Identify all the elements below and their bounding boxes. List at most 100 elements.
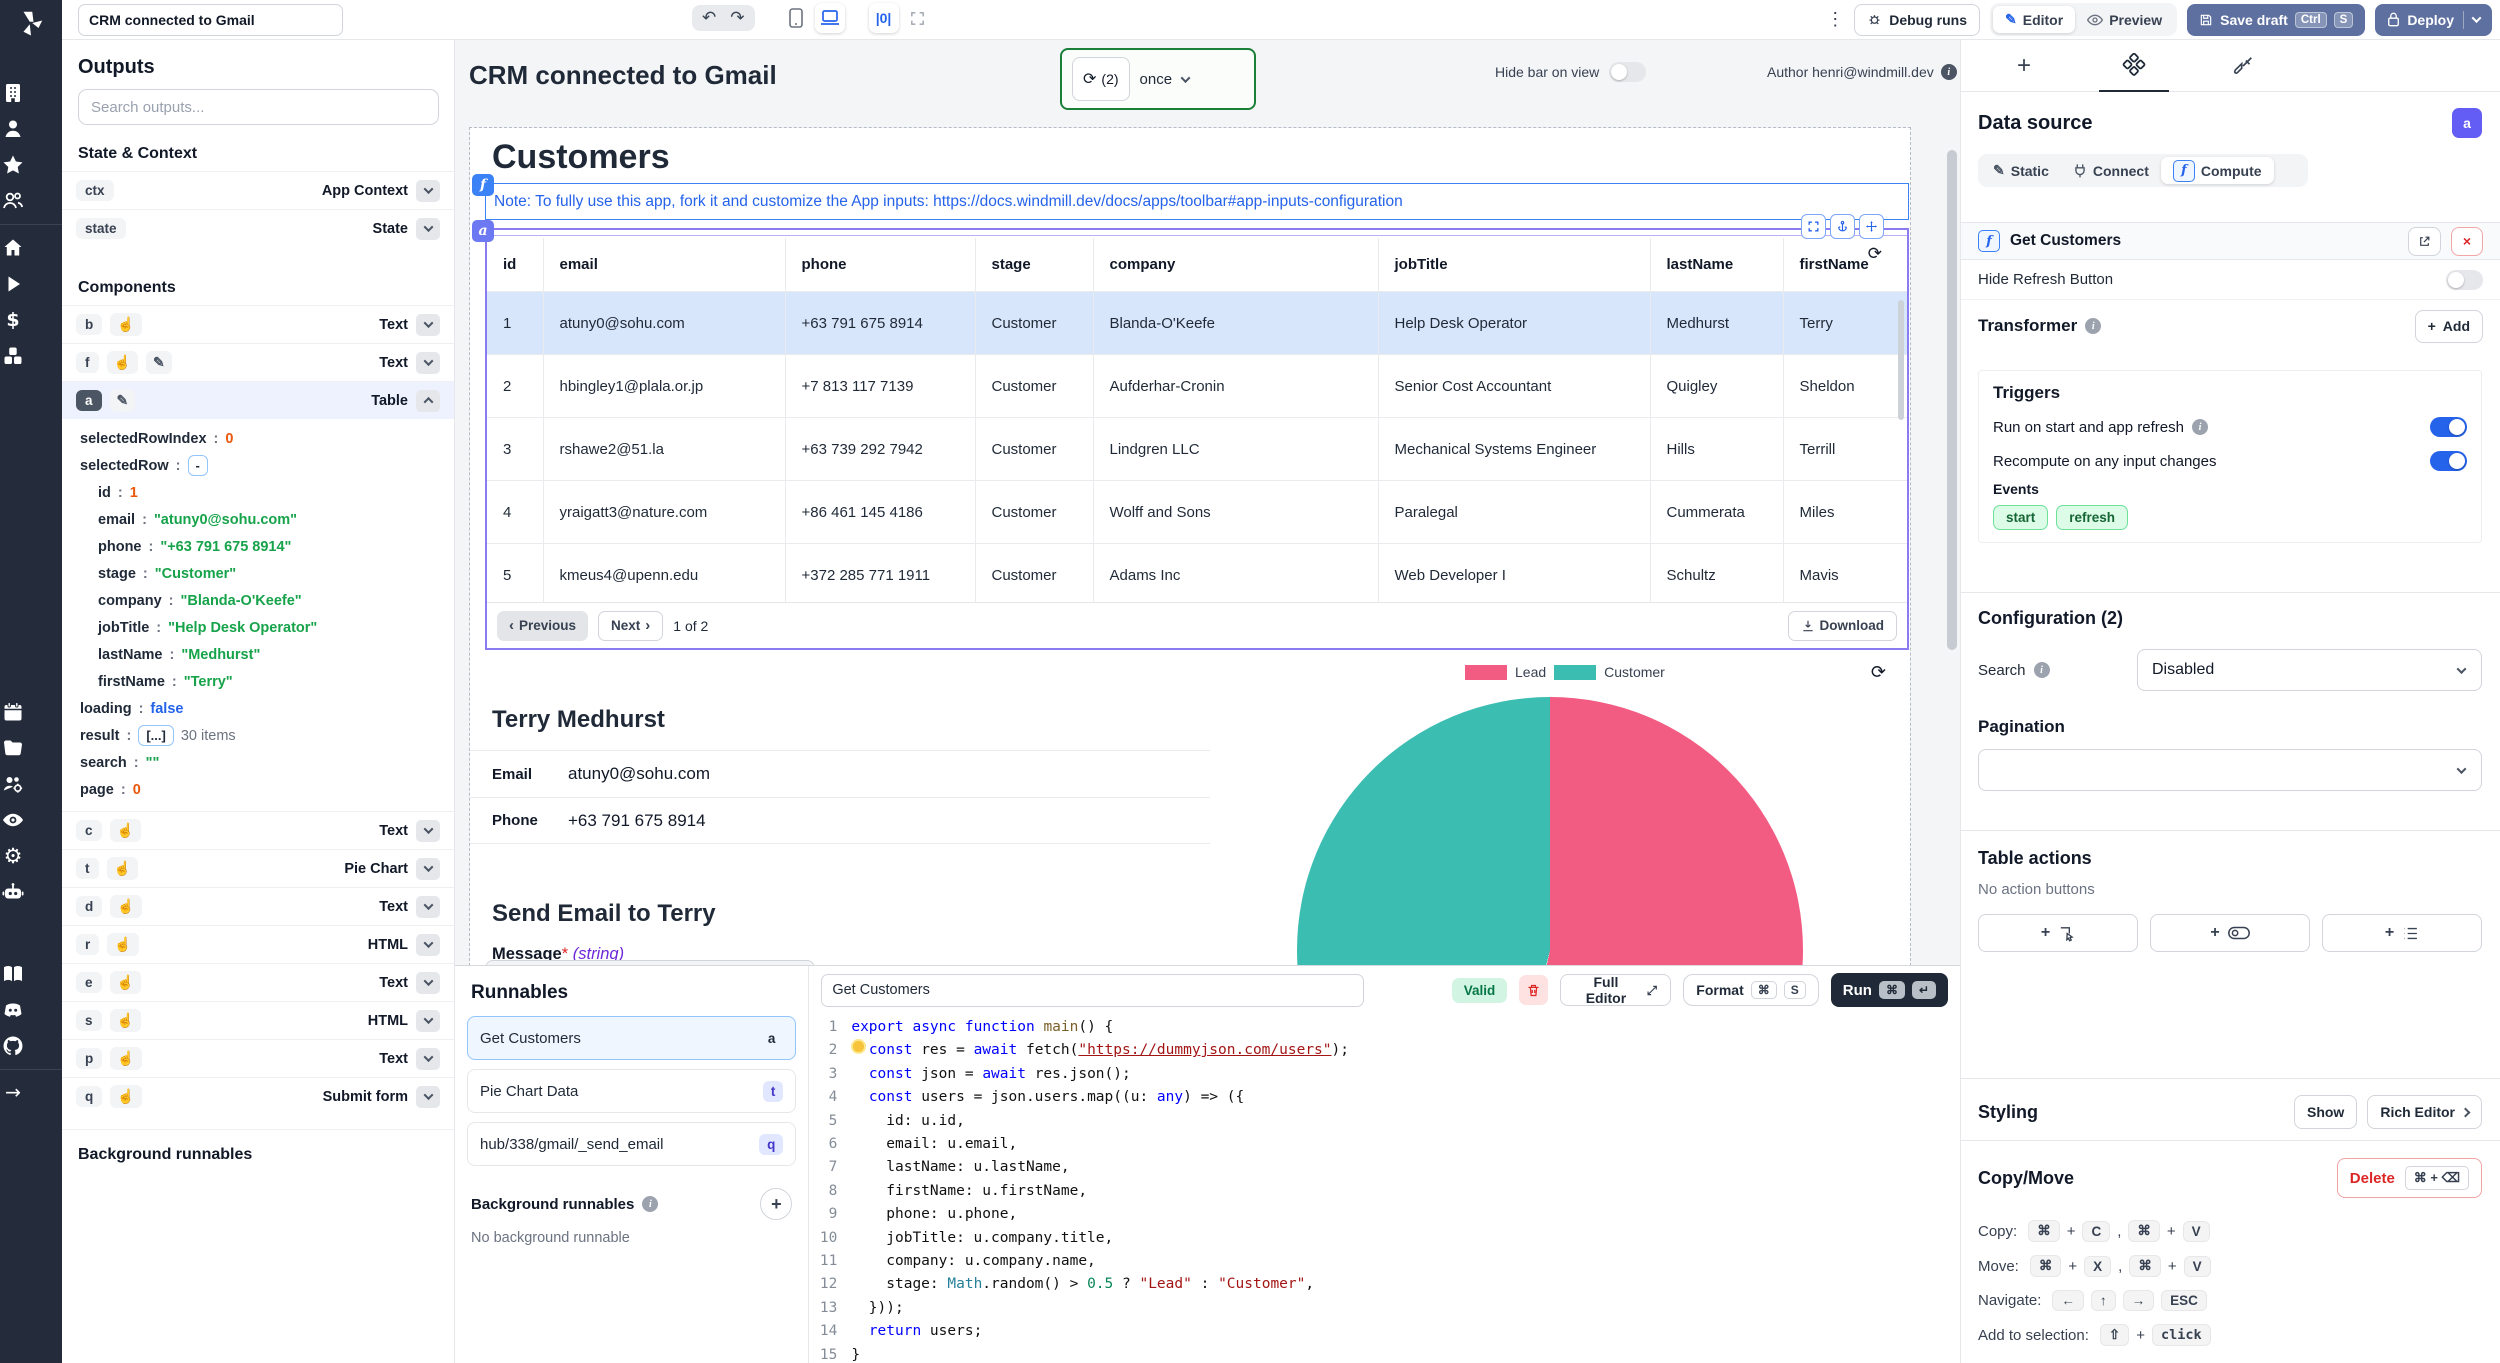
- component-item-p[interactable]: p ☝ Text: [62, 1039, 454, 1077]
- table-refresh-icon[interactable]: ⟳: [1867, 244, 1882, 263]
- chart-refresh-icon[interactable]: ⟳: [1870, 662, 1886, 682]
- background-runnables-info-icon[interactable]: i: [642, 1196, 659, 1212]
- insert-component-tab[interactable]: +: [2016, 51, 2031, 79]
- add-transformer-button[interactable]: + Add: [2414, 309, 2483, 343]
- open-runnable-button[interactable]: [2407, 226, 2441, 256]
- component-item-a[interactable]: a ✎ Table: [62, 381, 454, 419]
- tab-editor[interactable]: ✎ Editor: [1993, 6, 2076, 33]
- pagination-select[interactable]: [1978, 749, 2482, 791]
- redo-icon[interactable]: ↷: [730, 8, 745, 27]
- info-icon[interactable]: i: [2191, 419, 2208, 435]
- runnable-item[interactable]: hub/338/gmail/_send_email q: [467, 1122, 797, 1166]
- add-background-runnable-button[interactable]: +: [760, 1188, 793, 1220]
- mode-connect[interactable]: Connect: [2061, 157, 2161, 184]
- user-group-icon[interactable]: [0, 188, 26, 214]
- component-item-d[interactable]: d ☝ Text: [62, 887, 454, 925]
- show-styling-button[interactable]: Show: [2293, 1095, 2358, 1129]
- save-draft-button[interactable]: Save draft Ctrl S: [2187, 3, 2366, 36]
- script-name-input[interactable]: [821, 973, 1364, 1007]
- expand-component-icon[interactable]: [1801, 214, 1826, 239]
- star-icon[interactable]: [0, 152, 26, 178]
- next-page-button[interactable]: Next ›: [598, 610, 664, 641]
- gear-icon[interactable]: ⚙: [0, 843, 26, 869]
- hide-refresh-toggle[interactable]: [2446, 269, 2483, 290]
- state-item-ctx[interactable]: ctx App Context: [62, 171, 454, 209]
- arrow-right-icon[interactable]: →: [0, 1080, 26, 1106]
- deploy-dropdown-icon[interactable]: [2471, 13, 2482, 24]
- table-row[interactable]: 3 rshawe2@51.la +63 739 292 7942 Customer Li…: [487, 417, 1907, 481]
- book-icon[interactable]: [0, 961, 26, 987]
- calendar-icon[interactable]: [0, 699, 26, 725]
- rich-editor-button[interactable]: Rich Editor: [2367, 1095, 2482, 1129]
- mode-compute[interactable]: f Compute: [2160, 157, 2274, 184]
- component-item-f[interactable]: f ☝ ✎ Text: [62, 343, 454, 381]
- component-settings-tab[interactable]: [2099, 40, 2169, 92]
- component-item-b[interactable]: b ☝ Text: [62, 305, 454, 343]
- discord-icon[interactable]: [0, 997, 26, 1023]
- download-button[interactable]: Download: [1787, 610, 1897, 641]
- search-config-select[interactable]: Disabled: [2137, 649, 2482, 691]
- component-item-c[interactable]: c ☝ Text: [62, 811, 454, 849]
- runnable-item[interactable]: Pie Chart Data t: [467, 1069, 797, 1113]
- center-canvas-icon[interactable]: |0|: [868, 3, 899, 33]
- dollar-icon[interactable]: $: [0, 307, 26, 333]
- search-config-info-icon[interactable]: i: [2033, 662, 2050, 678]
- app-title-input[interactable]: [78, 4, 343, 36]
- building-icon[interactable]: [0, 80, 26, 106]
- anchor-component-icon[interactable]: [1830, 214, 1855, 239]
- table-scrollbar[interactable]: [1898, 300, 1904, 420]
- refresh-app-button[interactable]: ⟳ (2): [1072, 57, 1130, 101]
- search-outputs-input[interactable]: [78, 89, 439, 125]
- component-item-q[interactable]: q ☝ Submit form: [62, 1077, 454, 1115]
- delete-script-button[interactable]: [1519, 975, 1548, 1005]
- user-icon[interactable]: [0, 116, 26, 142]
- table-row[interactable]: 5 kmeus4@upenn.edu +372 285 771 1911 Custom…: [487, 543, 1907, 607]
- github-icon[interactable]: [0, 1033, 26, 1059]
- component-item-t[interactable]: t ☝ Pie Chart: [62, 849, 454, 887]
- component-badge-f[interactable]: f: [472, 174, 494, 196]
- trigger-toggle[interactable]: [2430, 451, 2467, 471]
- schedule-select[interactable]: once: [1139, 70, 1173, 88]
- cubes-icon[interactable]: [0, 343, 26, 369]
- code-editor[interactable]: 1 export async function main() {2 const r…: [819, 1019, 1349, 1363]
- desktop-view-icon[interactable]: [814, 3, 845, 33]
- home-icon[interactable]: [0, 235, 26, 261]
- component-badge-a[interactable]: a: [472, 220, 494, 242]
- team-settings-icon[interactable]: [0, 771, 26, 797]
- folder-icon[interactable]: [0, 735, 26, 761]
- runnable-item[interactable]: Get Customers a: [467, 1016, 797, 1060]
- pie-chart[interactable]: [1297, 697, 1803, 965]
- add-select-action[interactable]: +: [2322, 914, 2482, 952]
- mobile-view-icon[interactable]: [781, 3, 811, 33]
- detach-runnable-button[interactable]: ×: [2450, 226, 2483, 256]
- trigger-toggle[interactable]: [2430, 417, 2467, 437]
- hide-bar-toggle[interactable]: [1609, 62, 1647, 82]
- more-menu-icon[interactable]: ⋮: [1826, 9, 1845, 29]
- eye-icon[interactable]: [0, 807, 26, 833]
- windmill-logo[interactable]: [0, 0, 62, 46]
- state-item-state[interactable]: state State: [62, 209, 454, 247]
- canvas-scrollbar[interactable]: [1947, 150, 1957, 650]
- previous-page-button[interactable]: ‹ Previous: [497, 610, 589, 641]
- schedule-dropdown-icon[interactable]: [1180, 72, 1191, 83]
- component-item-s[interactable]: s ☝ HTML: [62, 1001, 454, 1039]
- transformer-info-icon[interactable]: i: [2085, 318, 2102, 334]
- component-item-e[interactable]: e ☝ Text: [62, 963, 454, 1001]
- table-row[interactable]: 1 atuny0@sohu.com +63 791 675 8914 Customer…: [487, 291, 1907, 355]
- code-hint-bulb-icon[interactable]: [853, 1041, 865, 1052]
- author-info-icon[interactable]: i: [1940, 64, 1957, 80]
- format-button[interactable]: Format ⌘ S: [1683, 974, 1819, 1006]
- robot-icon[interactable]: [0, 879, 26, 905]
- debug-runs-button[interactable]: Debug runs: [1854, 3, 1980, 36]
- undo-icon[interactable]: ↶: [702, 8, 717, 27]
- add-button-action[interactable]: +: [1978, 914, 2138, 952]
- add-toggle-action[interactable]: +: [2150, 914, 2310, 952]
- mode-static[interactable]: ✎ Static: [1993, 162, 2049, 179]
- play-icon[interactable]: [0, 271, 26, 297]
- full-editor-button[interactable]: Full Editor: [1559, 974, 1672, 1006]
- note-text-component[interactable]: Note: To fully use this app, fork it and…: [485, 183, 1909, 220]
- move-component-icon[interactable]: [1859, 214, 1884, 239]
- table-row[interactable]: 4 yraigatt3@nature.com +86 461 145 4186 Cus…: [487, 480, 1907, 544]
- component-item-r[interactable]: r ☝ HTML: [62, 925, 454, 963]
- tab-preview[interactable]: Preview: [2075, 6, 2174, 33]
